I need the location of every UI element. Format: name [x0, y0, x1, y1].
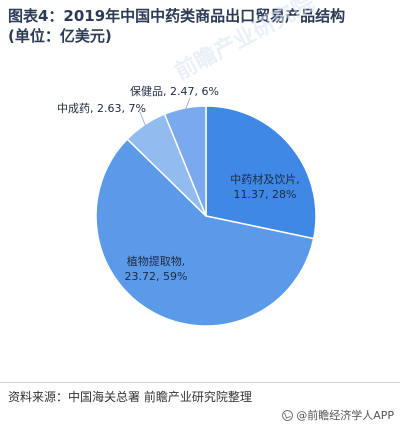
chart-title-line1: 图表4：2019年中国中药类商品出口贸易产品结构 — [8, 7, 346, 25]
slice-label-line2: 23.72, 59% — [125, 270, 188, 283]
chart-title: 图表4：2019年中国中药类商品出口贸易产品结构 (单位：亿美元) — [8, 6, 394, 46]
slice-label-line1: 中药材及饮片, — [230, 172, 300, 186]
brand-logo-icon — [282, 409, 294, 421]
watermark: 前瞻产业研究院 — [171, 0, 319, 85]
brand-text: @前瞻经济学人APP — [296, 409, 394, 422]
divider — [0, 382, 400, 383]
chart-title-line2: (单位：亿美元) — [8, 27, 112, 45]
leader-lines — [139, 97, 191, 127]
pie-slices — [95, 105, 317, 327]
slice-label-line2: 11.37, 28% — [234, 188, 297, 201]
pie-chart: 前瞻产业研究院 前瞻产业研究院 中药材及饮片, 11.37, 28% 植物提取物… — [57, 0, 319, 327]
leader-line-3 — [184, 97, 191, 111]
slice-label-outside: 中成药, 2.63, 7% — [57, 102, 146, 115]
pie-slice-3 — [163, 105, 207, 217]
source-note: 资料来源：中国海关总署 前瞻产业研究院整理 — [8, 390, 252, 404]
slice-label-line1: 植物提取物, — [127, 254, 186, 268]
brand-attribution: @前瞻经济学人APP — [282, 407, 394, 423]
leader-line-2 — [139, 111, 147, 127]
pie-labels: 中药材及饮片, 11.37, 28% 植物提取物, 23.72, 59% 中成药… — [57, 84, 300, 283]
pie-slice-1 — [95, 138, 315, 327]
slice-label-outside: 保健品, 2.47, 6% — [130, 84, 219, 98]
pie-slice-0 — [205, 105, 317, 240]
